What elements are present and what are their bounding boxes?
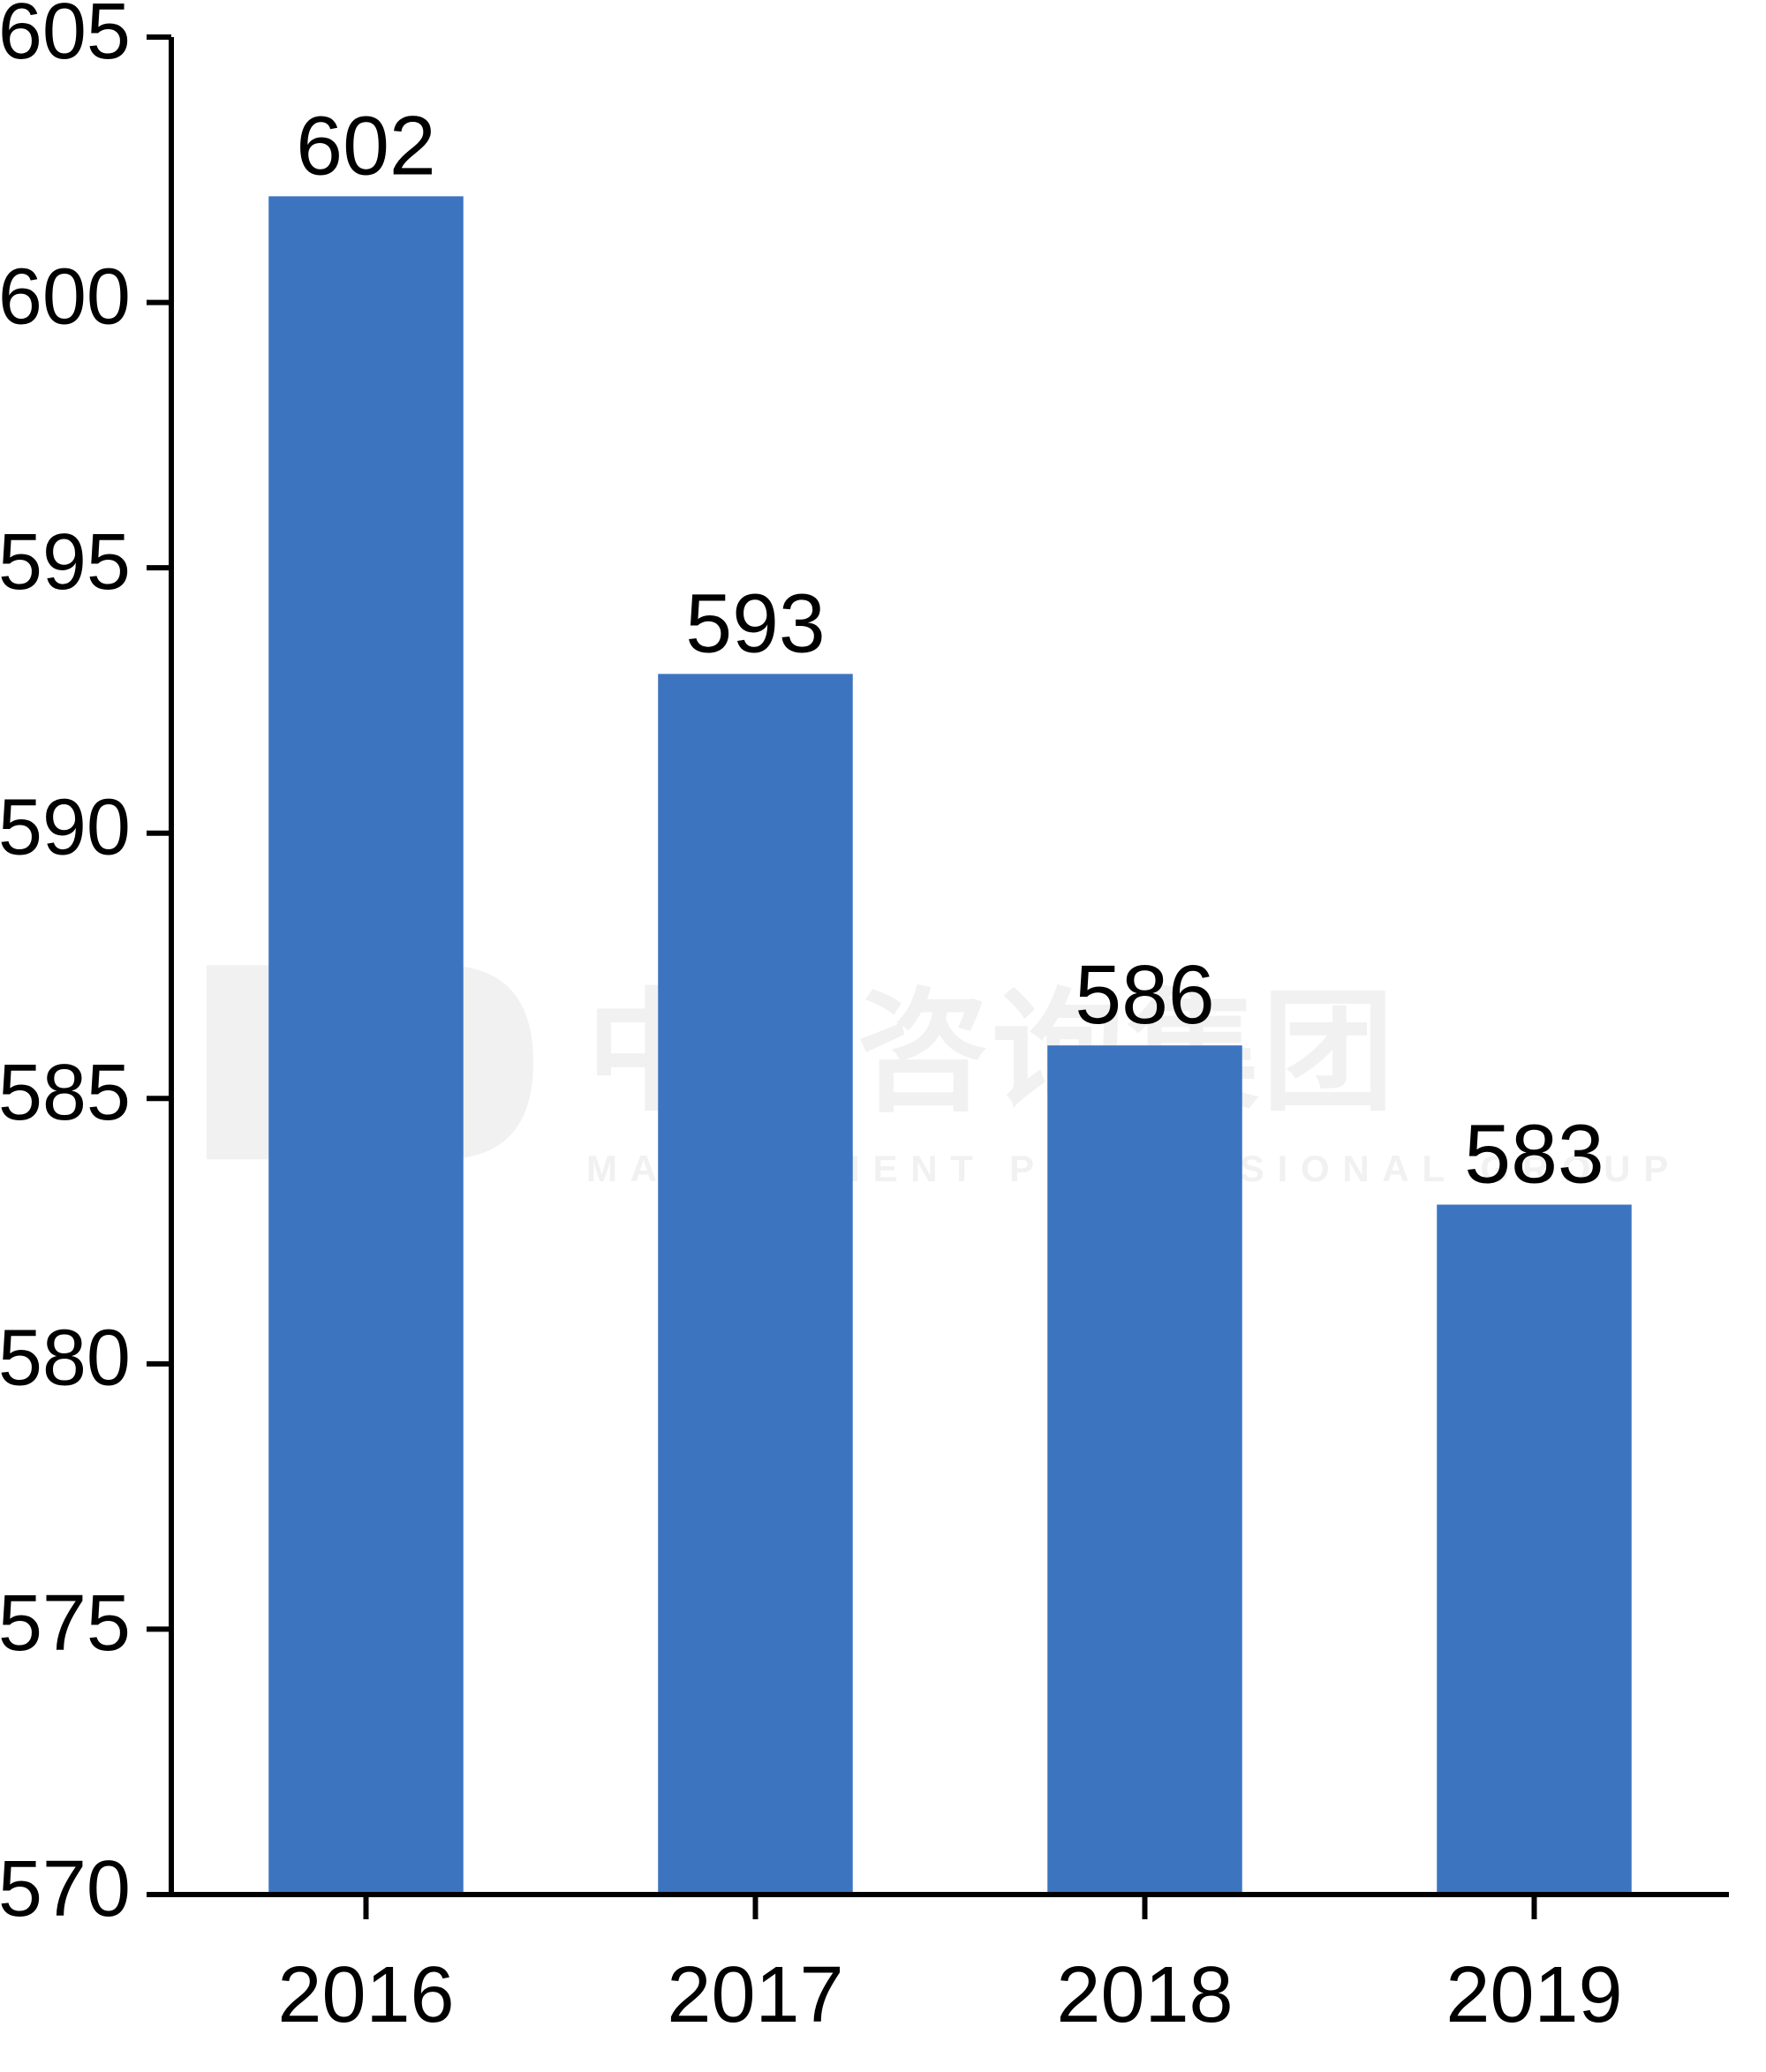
y-tick-label: 595 [0, 518, 131, 607]
x-tick-label: 2019 [1445, 1951, 1622, 2039]
bar-value-label: 583 [1464, 1108, 1604, 1202]
x-tick-label: 2018 [1056, 1951, 1233, 2039]
y-tick-label: 590 [0, 783, 131, 871]
y-tick-label: 600 [0, 252, 131, 341]
bar-value-label: 586 [1075, 948, 1215, 1042]
bar-value-label: 593 [685, 576, 826, 670]
y-tick-label: 585 [0, 1049, 131, 1137]
x-tick-label: 2016 [277, 1951, 454, 2039]
bar [1047, 1045, 1242, 1895]
bar [1437, 1205, 1632, 1895]
y-tick-label: 580 [0, 1315, 131, 1403]
bar [268, 196, 464, 1895]
bar-value-label: 602 [296, 99, 436, 192]
y-tick-label: 605 [0, 0, 131, 76]
bar-chart: 中大咨询集团MANAGEMENT PROFESSIONAL GROUP60259… [0, 0, 1766, 2072]
x-tick-label: 2017 [667, 1951, 843, 2039]
bar [658, 674, 853, 1895]
y-tick-label: 575 [0, 1579, 131, 1668]
y-tick-label: 570 [0, 1845, 131, 1933]
chart-svg: 中大咨询集团MANAGEMENT PROFESSIONAL GROUP60259… [0, 0, 1766, 2072]
